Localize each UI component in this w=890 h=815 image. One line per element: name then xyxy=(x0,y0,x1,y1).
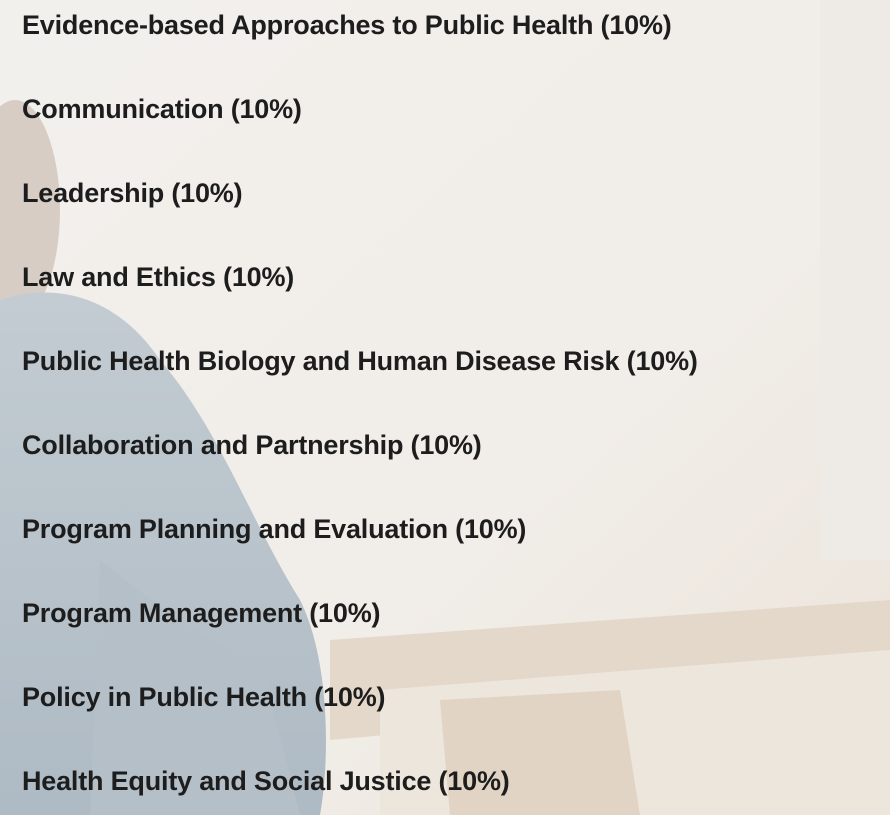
competency-item: Public Health Biology and Human Disease … xyxy=(22,344,698,378)
page: Evidence-based Approaches to Public Heal… xyxy=(0,0,890,815)
competency-item: Program Planning and Evaluation (10%) xyxy=(22,512,526,546)
competency-item: Collaboration and Partnership (10%) xyxy=(22,428,482,462)
competency-item: Law and Ethics (10%) xyxy=(22,260,294,294)
competency-item: Communication (10%) xyxy=(22,92,302,126)
competency-item: Policy in Public Health (10%) xyxy=(22,680,385,714)
competency-item: Leadership (10%) xyxy=(22,176,242,210)
competency-item: Program Management (10%) xyxy=(22,596,380,630)
competency-list: Evidence-based Approaches to Public Heal… xyxy=(0,0,890,815)
competency-item: Health Equity and Social Justice (10%) xyxy=(22,764,510,798)
competency-item: Evidence-based Approaches to Public Heal… xyxy=(22,8,672,42)
